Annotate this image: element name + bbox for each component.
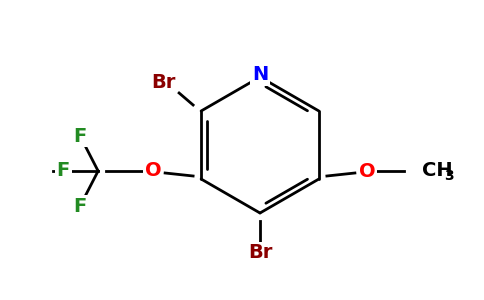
Text: Br: Br [151,74,175,92]
Text: F: F [57,161,70,181]
Text: 3: 3 [444,169,454,183]
Text: F: F [74,127,87,146]
Text: F: F [74,196,87,215]
Text: O: O [359,161,375,181]
Text: CH: CH [422,160,453,179]
Text: O: O [145,161,162,181]
Text: Br: Br [248,244,272,262]
Text: N: N [252,65,268,85]
